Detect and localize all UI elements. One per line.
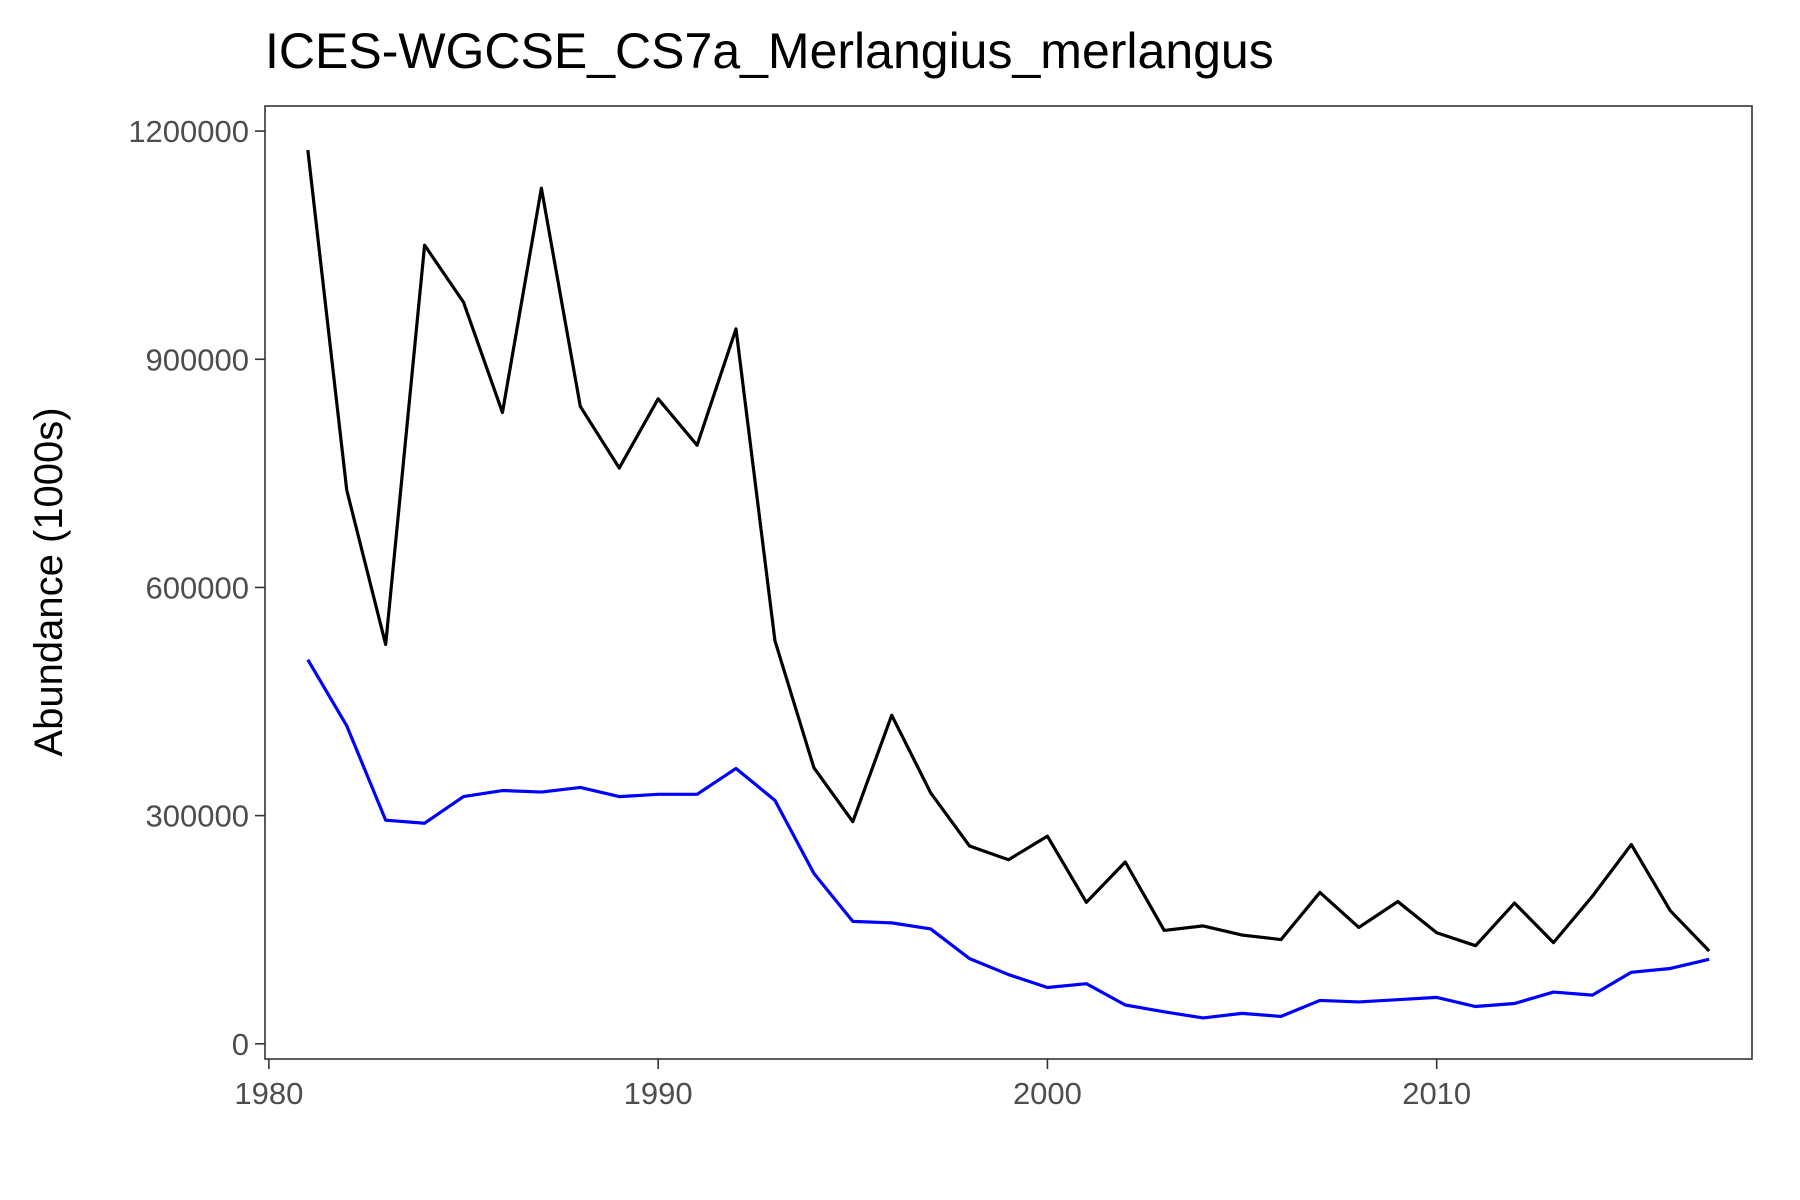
x-tick-label: 2010 — [1402, 1076, 1471, 1111]
x-tick-label: 1980 — [234, 1076, 303, 1111]
y-tick-label: 300000 — [146, 799, 249, 834]
series-line-2 — [306, 658, 1710, 1020]
series-1 — [306, 149, 1711, 953]
chart-title: ICES-WGCSE_CS7a_Merlangius_merlangus — [265, 23, 1274, 79]
y-tick-label: 600000 — [146, 570, 249, 605]
y-tick-label: 0 — [232, 1027, 249, 1062]
y-axis-label: Abundance (1000s) — [27, 407, 71, 756]
y-tick-label: 900000 — [146, 342, 249, 377]
series-layer — [306, 149, 1711, 1020]
y-tick-label: 1200000 — [128, 114, 249, 149]
x-tick-label: 1990 — [624, 1076, 693, 1111]
y-axis: 0 300000 600000 900000 1200000 — [128, 114, 265, 1062]
plot-panel — [264, 105, 1753, 1060]
x-axis: 1980 1990 2000 2010 — [234, 1059, 1471, 1111]
series-line-1 — [306, 149, 1711, 953]
series-2 — [306, 658, 1710, 1020]
x-tick-label: 2000 — [1013, 1076, 1082, 1111]
